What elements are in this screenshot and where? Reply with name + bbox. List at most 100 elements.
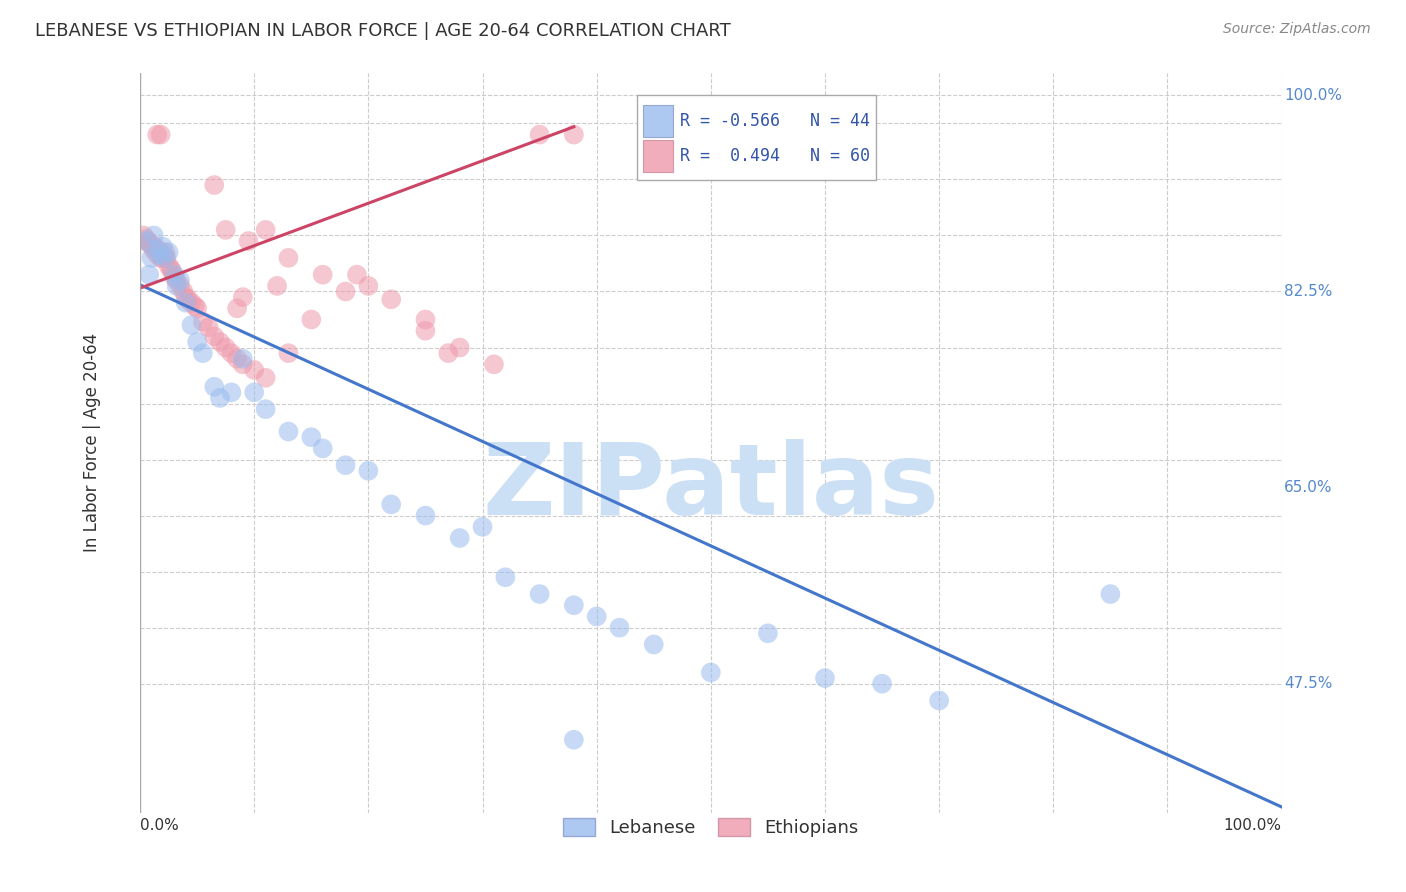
Point bbox=[197, 320, 219, 334]
Text: 47.5%: 47.5% bbox=[1284, 676, 1333, 691]
Point bbox=[254, 223, 277, 237]
Point bbox=[149, 251, 172, 265]
Point bbox=[163, 269, 186, 284]
Point bbox=[138, 268, 160, 282]
Point bbox=[146, 247, 169, 261]
Point bbox=[299, 430, 322, 444]
Point bbox=[266, 279, 288, 293]
Point bbox=[312, 442, 335, 456]
Point bbox=[180, 295, 202, 310]
Point bbox=[143, 240, 166, 254]
Point bbox=[135, 232, 157, 246]
Point bbox=[208, 334, 231, 349]
Point bbox=[141, 238, 163, 252]
Point bbox=[153, 251, 176, 265]
Point bbox=[186, 334, 208, 349]
Point bbox=[254, 371, 277, 385]
Point bbox=[146, 128, 169, 142]
Point bbox=[357, 464, 380, 478]
Point bbox=[243, 363, 266, 377]
Point bbox=[562, 128, 585, 142]
Text: 65.0%: 65.0% bbox=[1284, 480, 1333, 495]
Point bbox=[585, 609, 607, 624]
Point bbox=[153, 245, 176, 260]
Point bbox=[312, 268, 335, 282]
Point bbox=[163, 268, 186, 282]
Text: 82.5%: 82.5% bbox=[1284, 284, 1333, 299]
Point bbox=[202, 380, 225, 394]
Point bbox=[138, 236, 160, 251]
Point bbox=[870, 676, 893, 690]
Point bbox=[215, 341, 238, 355]
Point bbox=[174, 295, 197, 310]
Point bbox=[814, 671, 837, 685]
Point bbox=[238, 234, 260, 248]
Point bbox=[149, 247, 172, 261]
Point bbox=[335, 285, 357, 299]
Point bbox=[380, 497, 402, 511]
Point bbox=[166, 279, 188, 293]
Point bbox=[202, 178, 225, 192]
Point bbox=[357, 279, 380, 293]
Text: Source: ZipAtlas.com: Source: ZipAtlas.com bbox=[1223, 22, 1371, 37]
Point bbox=[152, 240, 174, 254]
Point bbox=[152, 247, 174, 261]
Text: 100.0%: 100.0% bbox=[1223, 818, 1282, 833]
Text: 100.0%: 100.0% bbox=[1284, 88, 1341, 103]
Point bbox=[221, 346, 243, 360]
Point bbox=[346, 268, 368, 282]
Point bbox=[1099, 587, 1122, 601]
Point bbox=[562, 732, 585, 747]
Point bbox=[184, 299, 207, 313]
Point bbox=[277, 346, 299, 360]
Point bbox=[232, 290, 254, 304]
Point bbox=[208, 391, 231, 405]
Point bbox=[756, 626, 779, 640]
Text: R = -0.566   N = 44: R = -0.566 N = 44 bbox=[681, 112, 870, 130]
Point bbox=[132, 228, 155, 243]
Point bbox=[136, 234, 159, 248]
Point bbox=[160, 262, 183, 277]
Point bbox=[232, 351, 254, 366]
Point bbox=[335, 458, 357, 473]
Point bbox=[277, 251, 299, 265]
FancyBboxPatch shape bbox=[644, 139, 673, 172]
Point bbox=[155, 251, 177, 265]
Text: 0.0%: 0.0% bbox=[141, 818, 179, 833]
Point bbox=[643, 638, 665, 652]
Point bbox=[529, 128, 551, 142]
Point bbox=[928, 693, 950, 707]
Point bbox=[166, 273, 188, 287]
FancyBboxPatch shape bbox=[644, 104, 673, 137]
Point bbox=[191, 315, 214, 329]
Point bbox=[148, 243, 170, 257]
Point bbox=[202, 329, 225, 343]
Point bbox=[146, 243, 169, 257]
Point bbox=[437, 346, 460, 360]
Point bbox=[177, 293, 200, 307]
Point bbox=[471, 520, 494, 534]
Text: In Labor Force | Age 20-64: In Labor Force | Age 20-64 bbox=[83, 334, 101, 552]
Point bbox=[142, 243, 165, 257]
Point bbox=[169, 273, 191, 287]
Point bbox=[494, 570, 516, 584]
Point bbox=[415, 508, 437, 523]
Point bbox=[609, 621, 631, 635]
Point bbox=[482, 357, 505, 371]
Point bbox=[299, 312, 322, 326]
Point bbox=[277, 425, 299, 439]
FancyBboxPatch shape bbox=[637, 95, 876, 180]
Point bbox=[135, 234, 157, 248]
Legend: Lebanese, Ethiopians: Lebanese, Ethiopians bbox=[555, 811, 866, 844]
Point bbox=[221, 385, 243, 400]
Point bbox=[141, 251, 163, 265]
Point bbox=[449, 341, 471, 355]
Point bbox=[180, 318, 202, 332]
Point bbox=[160, 264, 183, 278]
Point bbox=[415, 312, 437, 326]
Point bbox=[254, 402, 277, 417]
Text: ZIPatlas: ZIPatlas bbox=[482, 439, 939, 536]
Point bbox=[169, 279, 191, 293]
Point bbox=[243, 385, 266, 400]
Point bbox=[142, 228, 165, 243]
